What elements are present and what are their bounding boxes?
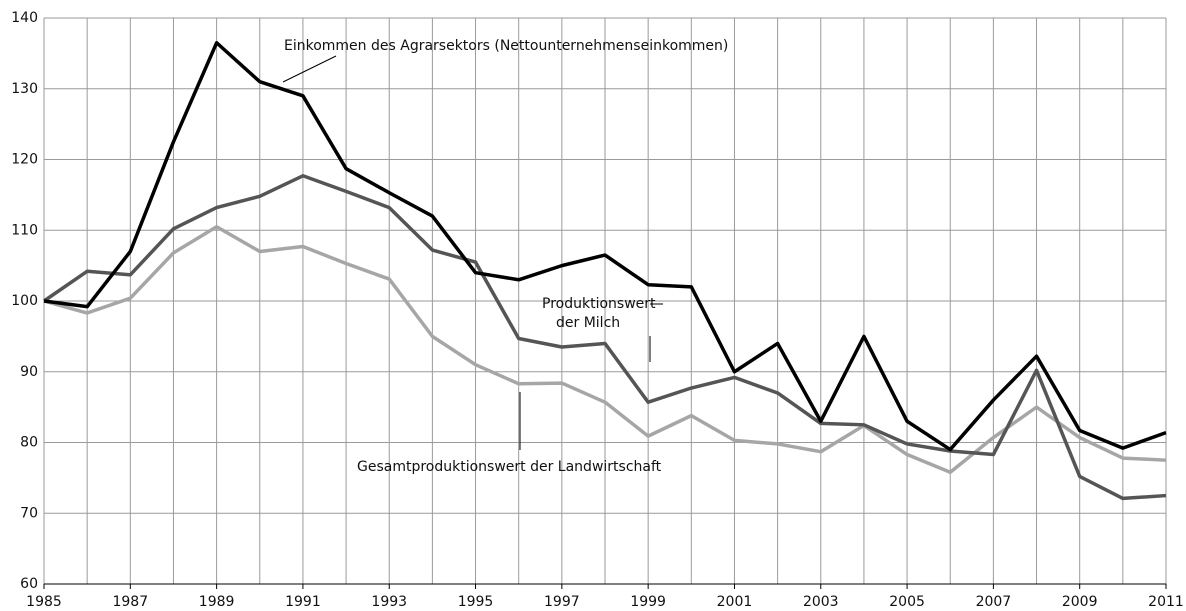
y-tick-label: 140 <box>11 10 38 26</box>
series-line <box>43 41 1167 452</box>
x-tick-label: 1991 <box>285 594 321 610</box>
annotation: Produktionswert <box>542 296 656 312</box>
x-tick-label: 2011 <box>1148 594 1184 610</box>
annotation: Gesamtproduktionswert der Landwirtschaft <box>357 459 662 475</box>
y-tick-label: 70 <box>20 505 38 521</box>
leader-line <box>282 55 337 83</box>
y-tick-label: 90 <box>20 364 38 380</box>
x-tick-label: 2001 <box>717 594 753 610</box>
series-line <box>43 224 1167 474</box>
annotation: Einkommen des Agrarsektors (Nettounterne… <box>284 38 728 54</box>
y-tick-label: 100 <box>11 293 38 309</box>
x-tick-label: 1989 <box>199 594 235 610</box>
y-tick-label: 130 <box>11 81 38 97</box>
x-tick-label: 1987 <box>112 594 148 610</box>
x-tick-label: 1999 <box>630 594 666 610</box>
series-line <box>43 174 1167 501</box>
x-tick-label: 2009 <box>1062 594 1098 610</box>
x-tick-label: 2003 <box>803 594 839 610</box>
x-tick-label: 1995 <box>458 594 494 610</box>
x-tick-label: 1997 <box>544 594 580 610</box>
y-tick-label: 110 <box>11 222 38 238</box>
y-tick-label: 60 <box>20 576 38 592</box>
y-tick-label: 120 <box>11 152 38 168</box>
x-tick-label: 1985 <box>26 594 62 610</box>
x-tick-label: 2007 <box>976 594 1012 610</box>
annotation: der Milch <box>556 315 620 331</box>
x-tick-label: 1993 <box>371 594 407 610</box>
y-tick-label: 80 <box>20 435 38 451</box>
x-tick-label: 2005 <box>889 594 925 610</box>
